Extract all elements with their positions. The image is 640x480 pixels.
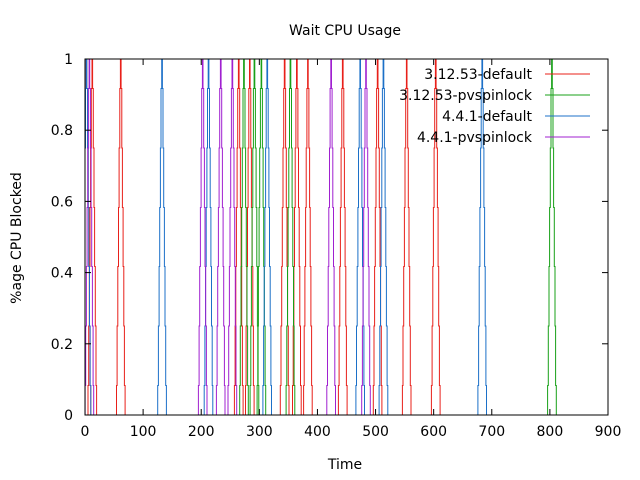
x-axis-label: Time (327, 457, 362, 473)
series-spike (326, 58, 336, 416)
series-spike (115, 58, 126, 416)
series-spike (256, 58, 267, 416)
legend-label: 3.12.53-default (424, 67, 532, 83)
x-tick-label: 600 (420, 424, 447, 440)
x-tick-label: 200 (188, 424, 215, 440)
series-spike (430, 58, 441, 416)
x-tick-label: 800 (537, 424, 564, 440)
x-tick-label: 400 (304, 424, 331, 440)
series-spike (84, 58, 95, 416)
x-tick-label: 0 (81, 424, 90, 440)
x-tick-label: 300 (246, 424, 273, 440)
x-tick-label: 100 (130, 424, 157, 440)
x-tick-label: 700 (478, 424, 505, 440)
legend-label: 4.4.1-default (442, 109, 532, 125)
series-spike (302, 58, 313, 416)
chart-title: Wait CPU Usage (289, 23, 401, 39)
x-tick-label: 900 (595, 424, 622, 440)
series-4 (84, 58, 371, 416)
y-tick-label: 0 (64, 408, 73, 424)
series-spike (239, 58, 249, 416)
x-axis: 0 100 200 300 400 500 600 700 800 900 (81, 59, 622, 440)
legend-label: 4.4.1-pvspinlock (417, 130, 533, 146)
y-tick-label: 0.6 (51, 194, 73, 210)
series-spike (547, 58, 557, 416)
series-spike (337, 58, 348, 416)
y-axis-label: %age CPU Blocked (9, 172, 25, 304)
series-spike (215, 58, 226, 416)
y-tick-label: 1 (64, 52, 73, 68)
legend-label: 3.12.53-pvspinlock (399, 88, 533, 104)
series-spike (372, 58, 383, 416)
series-spike (355, 58, 365, 416)
plot-frame (84, 58, 609, 416)
legend: 3.12.53-default 3.12.53-pvspinlock 4.4.1-d… (399, 67, 590, 146)
y-axis: 0 0.2 0.4 0.6 0.8 1 (51, 52, 608, 424)
y-tick-label: 0.4 (51, 266, 73, 282)
series-spike (197, 58, 208, 416)
x-tick-label: 500 (362, 424, 389, 440)
series-spike (157, 58, 167, 416)
y-tick-label: 0.8 (51, 123, 73, 139)
series-spike (401, 58, 412, 416)
y-tick-label: 0.2 (51, 337, 73, 353)
